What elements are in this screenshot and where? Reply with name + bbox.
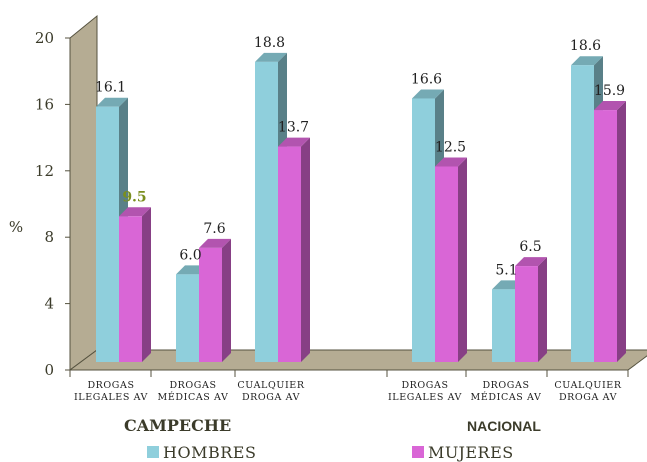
bar-mujeres-side: [301, 137, 310, 362]
group-label-nacional: NACIONAL: [467, 418, 541, 434]
y-axis: 0 4 8 12 16 20%: [9, 29, 629, 379]
value-label-hombres: 16.1: [95, 80, 126, 96]
bar-hombres-top: [255, 52, 287, 62]
bar-mujeres: [278, 137, 310, 362]
y-tick-label: 0: [44, 361, 54, 379]
category-label: CUALQUIER: [237, 380, 304, 391]
bar-hombres-top: [571, 56, 603, 66]
value-label-mujeres: 7.6: [203, 221, 225, 237]
y-axis-label: %: [9, 218, 23, 236]
category-label: DROGAS: [401, 380, 448, 391]
bar-hombres-front: [176, 274, 199, 362]
category-label: DROGAS: [482, 380, 529, 391]
bar-mujeres-top: [278, 137, 310, 147]
value-label-hombres: 18.6: [570, 38, 601, 54]
bar-mujeres-front: [594, 110, 617, 362]
bar-mujeres-top: [515, 257, 547, 267]
legend-label: HOMBRES: [163, 443, 256, 462]
y-tick-label: 12: [35, 162, 54, 180]
bar-mujeres: [199, 238, 231, 362]
bar-hombres-top: [412, 89, 444, 99]
value-label-mujeres: 9.5: [122, 189, 146, 205]
legend-label: MUJERES: [428, 443, 514, 462]
value-label-mujeres: 15.9: [594, 83, 625, 99]
bar-mujeres-top: [594, 101, 626, 111]
value-label-mujeres: 12.5: [435, 140, 466, 156]
category-label: CUALQUIER: [554, 380, 621, 391]
chart-back-wall: [68, 14, 647, 371]
bar-hombres-top: [96, 97, 128, 107]
bar-mujeres-side: [538, 257, 547, 362]
bar-hombres-front: [255, 61, 278, 363]
bar-hombres-front: [96, 106, 119, 363]
bar-hombres-front: [412, 98, 435, 362]
legend-swatch: [147, 446, 159, 458]
bar-mujeres-side: [142, 207, 151, 362]
value-label-hombres: 5.1: [495, 262, 517, 278]
category-label: MÉDICAS AV: [471, 391, 542, 403]
bar-mujeres-front: [278, 146, 301, 362]
value-labels: 16.1 9.5 6.07.6 18.8 13.7 16.6 12.5 5.16.5 18.6 1…: [95, 35, 625, 278]
bar-mujeres-side: [458, 157, 467, 362]
category-label: ILEGALES AV: [388, 392, 462, 403]
value-label-mujeres: 6.5: [519, 239, 541, 255]
bar-mujeres-front: [435, 166, 458, 362]
bar-mujeres-side: [222, 238, 231, 362]
category-label: MÉDICAS AV: [158, 391, 229, 403]
value-label-mujeres: 13.7: [278, 120, 309, 136]
floor: [68, 349, 647, 371]
bar-hombres-front: [571, 65, 594, 363]
bar-mujeres: [435, 157, 467, 362]
category-label: ILEGALES AV: [74, 392, 148, 403]
side-wall: [69, 14, 98, 371]
bar-hombres-front: [492, 289, 515, 362]
category-label: DROGAS: [87, 380, 134, 391]
legend-swatch: [412, 446, 424, 458]
value-label-hombres: 6.0: [179, 247, 201, 263]
bar-mujeres-front: [199, 247, 222, 362]
group-label-campeche: CAMPECHE: [124, 416, 231, 435]
y-tick-label: 8: [44, 228, 54, 246]
bar-mujeres-top: [199, 238, 231, 248]
bar-mujeres: [119, 207, 151, 362]
bar-mujeres: [594, 101, 626, 362]
category-label: DROGA AV: [559, 392, 617, 403]
category-label: DROGA AV: [242, 392, 300, 403]
legend: HOMBRES MUJERES: [147, 443, 514, 462]
bar-mujeres-top: [119, 207, 151, 217]
bar-mujeres-side: [617, 101, 626, 362]
bars: [96, 52, 626, 363]
y-tick-label: 4: [44, 295, 54, 313]
bar-mujeres-front: [119, 216, 142, 362]
category-label: DROGAS: [169, 380, 216, 391]
bar-mujeres-top: [435, 157, 467, 167]
bar-mujeres-front: [515, 266, 538, 362]
value-label-hombres: 16.6: [411, 71, 442, 87]
y-tick-label: 16: [35, 95, 54, 113]
bar-mujeres: [515, 257, 547, 362]
value-label-hombres: 18.8: [254, 35, 285, 51]
y-tick-label: 20: [35, 29, 54, 47]
